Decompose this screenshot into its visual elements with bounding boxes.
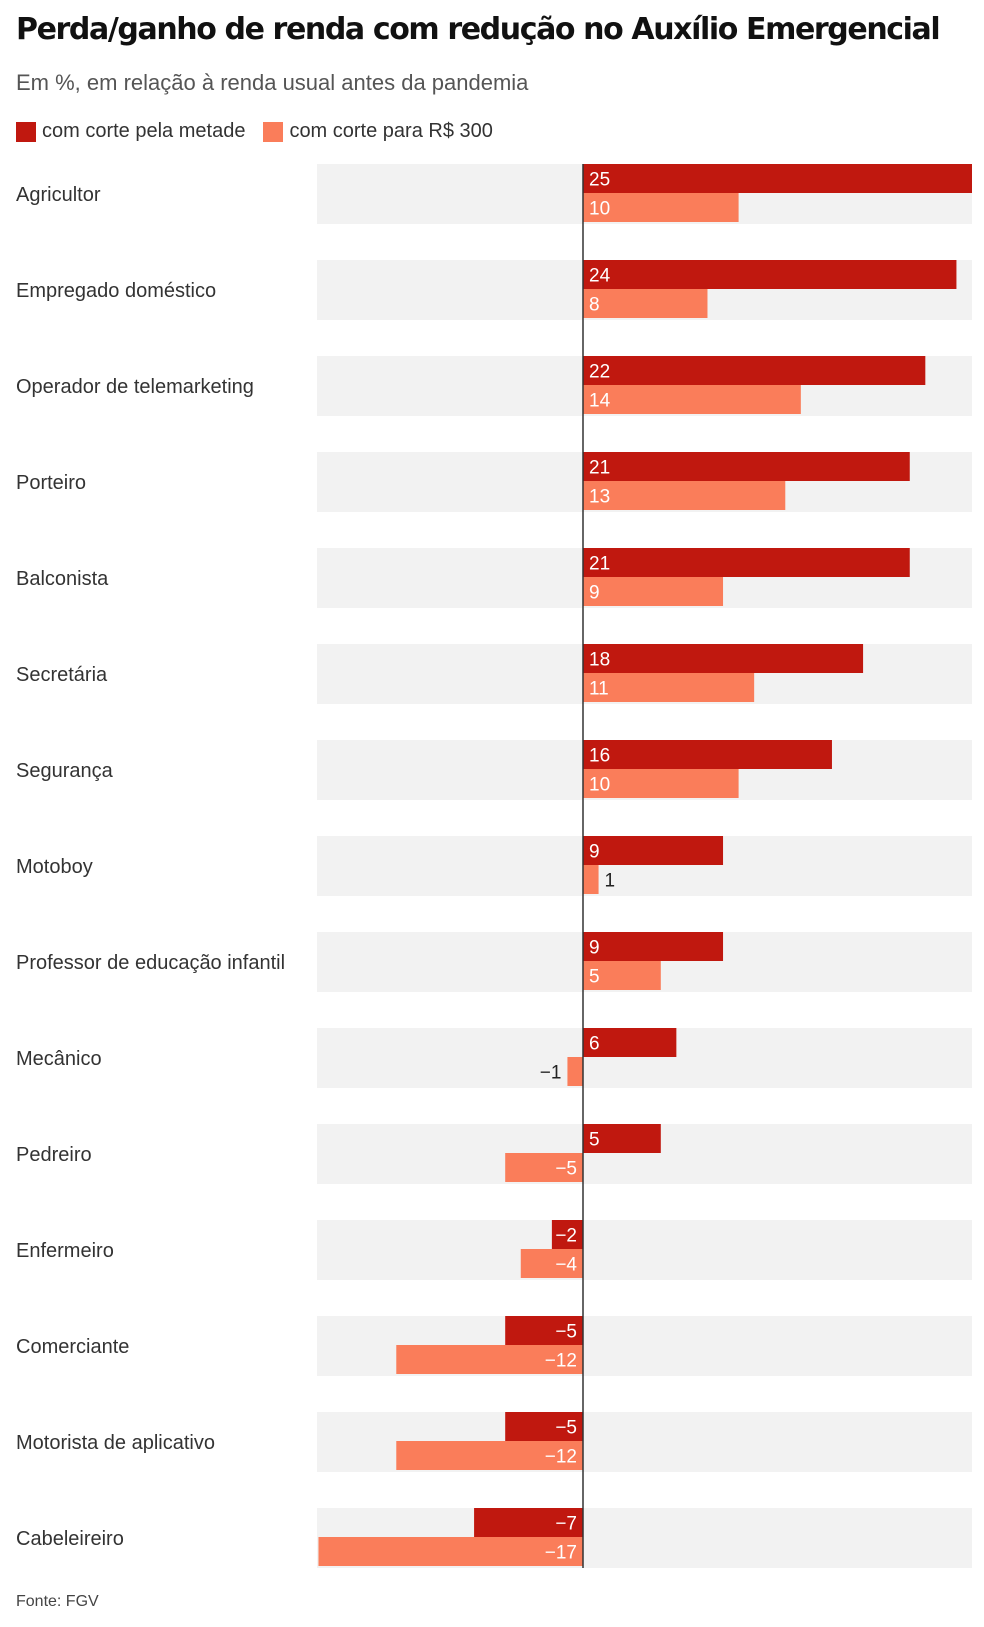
legend-item-half-cut: com corte pela metade (16, 120, 245, 143)
bar-half-cut (474, 1508, 583, 1537)
value-label: 5 (589, 967, 600, 988)
category-label: Agricultor (16, 184, 101, 206)
value-label: 9 (589, 938, 600, 959)
bar-300-cut (396, 1345, 583, 1374)
value-label: −12 (545, 1351, 577, 1372)
bar-half-cut (583, 164, 972, 193)
legend-item-300-cut: com corte para R$ 300 (263, 120, 493, 143)
value-label: −12 (545, 1447, 577, 1468)
bar-half-cut (583, 548, 910, 577)
value-label: 22 (589, 362, 610, 383)
value-label: −5 (555, 1159, 577, 1180)
value-label: 10 (589, 199, 610, 220)
value-label: 16 (589, 746, 610, 767)
value-label: 18 (589, 650, 610, 671)
category-label: Comerciante (16, 1336, 129, 1358)
legend: com corte pela metade com corte para R$ … (16, 120, 511, 143)
bar-half-cut (583, 260, 957, 289)
bar-300-cut (583, 289, 708, 318)
value-label: 8 (589, 295, 600, 316)
value-label: −7 (555, 1514, 577, 1535)
bar-300-cut (396, 1441, 583, 1470)
value-label: 1 (605, 871, 616, 892)
value-label: −17 (545, 1543, 577, 1564)
category-label: Motorista de aplicativo (16, 1432, 215, 1454)
value-label: 9 (589, 583, 600, 604)
category-label: Balconista (16, 568, 109, 590)
row-background (317, 1220, 972, 1280)
bar-half-cut (583, 836, 724, 865)
legend-label-half-cut: com corte pela metade (42, 120, 246, 142)
category-label: Empregado doméstico (16, 280, 216, 302)
value-label: 11 (589, 679, 609, 700)
value-label: 9 (589, 842, 600, 863)
bar-300-cut (520, 1249, 583, 1278)
value-label: −2 (555, 1226, 577, 1247)
legend-label-300-cut: com corte para R$ 300 (289, 120, 493, 142)
bar-300-cut (505, 1153, 583, 1182)
bar-half-cut (505, 1412, 583, 1441)
bar-300-cut (583, 385, 801, 414)
value-label: 14 (589, 391, 611, 412)
value-label: −5 (555, 1322, 577, 1343)
bar-300-cut (318, 1537, 583, 1566)
bar-half-cut (583, 932, 724, 961)
category-label: Secretária (16, 664, 108, 686)
bar-half-cut (583, 1028, 677, 1057)
bar-300-cut (583, 481, 786, 510)
chart-subtitle: Em %, em relação à renda usual antes da … (16, 70, 529, 95)
bar-300-cut (583, 673, 755, 702)
bar-half-cut (583, 1124, 661, 1153)
value-label: 25 (589, 170, 610, 191)
bar-half-cut (551, 1220, 583, 1249)
category-label: Enfermeiro (16, 1240, 114, 1262)
value-label: −4 (555, 1255, 577, 1276)
value-label: 5 (589, 1130, 600, 1151)
bars (318, 164, 972, 1566)
legend-swatch-300-cut (263, 121, 284, 142)
value-label: 10 (589, 775, 610, 796)
category-label: Professor de educação infantil (16, 952, 285, 974)
category-label: Segurança (16, 760, 114, 782)
category-label: Operador de telemarketing (16, 376, 254, 398)
value-label: 21 (589, 554, 610, 575)
value-label: 21 (589, 458, 610, 479)
bar-half-cut (505, 1316, 583, 1345)
bar-300-cut (567, 1057, 583, 1086)
bar-half-cut (583, 644, 864, 673)
category-label: Mecânico (16, 1048, 102, 1070)
bar-half-cut (583, 356, 926, 385)
bar-300-cut (583, 577, 724, 606)
value-label: 13 (589, 487, 610, 508)
category-label: Motoboy (16, 856, 93, 878)
category-label: Porteiro (16, 472, 86, 494)
bar-300-cut (583, 769, 739, 798)
bar-half-cut (583, 452, 910, 481)
category-label: Cabeleireiro (16, 1528, 124, 1550)
bar-300-cut (583, 865, 599, 894)
value-label: −5 (555, 1418, 577, 1439)
value-label: −1 (540, 1063, 562, 1084)
bar-300-cut (583, 193, 739, 222)
category-label: Pedreiro (16, 1144, 92, 1166)
value-label: 24 (589, 266, 611, 287)
legend-swatch-half-cut (16, 121, 36, 142)
value-label: 6 (589, 1034, 600, 1055)
bar-half-cut (583, 740, 832, 769)
bar-chart: Agricultor 25 10 Empregado doméstico 24 8 Oper… (16, 164, 972, 1568)
source-note: Fonte: FGV (16, 1593, 99, 1610)
labels: Agricultor 25 10 Empregado doméstico 24 8 Oper… (16, 170, 615, 1564)
chart-title: Perda/ganho de renda com redução no Auxí… (16, 12, 941, 47)
bar-300-cut (583, 961, 661, 990)
